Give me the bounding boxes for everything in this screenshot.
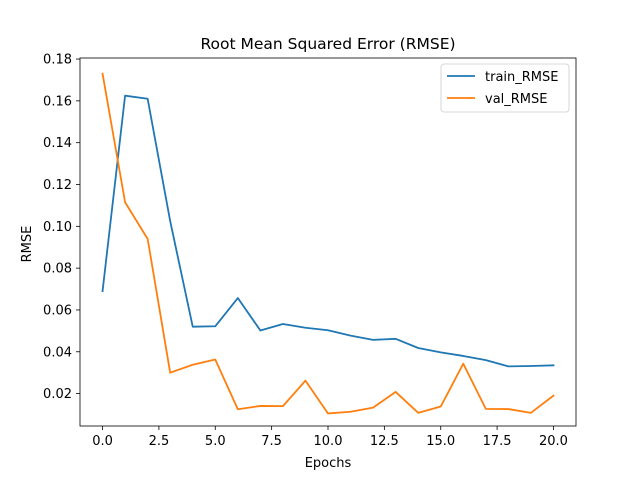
y-tick-label: 0.10 (43, 220, 72, 235)
y-axis-label: RMSE (20, 226, 35, 263)
x-tick-label: 17.5 (483, 434, 512, 449)
series-line-train-rmse (101, 94, 555, 368)
y-tick-label: 0.04 (43, 345, 72, 360)
series-lines (101, 72, 555, 415)
y-tick-label: 0.12 (43, 178, 72, 193)
legend: train_RMSE val_RMSE (440, 63, 570, 113)
x-tick-label: 10.0 (314, 434, 343, 449)
x-tick-label: 15.0 (426, 434, 455, 449)
chart-title: Root Mean Squared Error (RMSE) (200, 35, 455, 53)
y-axis-ticks: 0.02 0.04 0.06 0.08 0.10 0.12 0.14 0.16 0.18 (43, 53, 80, 402)
x-tick-label: 12.5 (370, 434, 399, 449)
legend-label-train-rmse: train_RMSE (485, 70, 558, 85)
x-tick-label: 2.5 (149, 434, 170, 449)
y-tick-label: 0.18 (43, 53, 72, 68)
y-tick-label: 0.08 (43, 262, 72, 277)
legend-label-val-rmse: val_RMSE (485, 92, 548, 107)
y-tick-label: 0.02 (43, 387, 72, 402)
y-tick-label: 0.16 (43, 94, 72, 109)
y-tick-label: 0.06 (43, 303, 72, 318)
x-tick-label: 0.0 (92, 434, 113, 449)
x-tick-label: 5.0 (205, 434, 226, 449)
plot-area-frame (79, 57, 577, 427)
series-line-val-rmse (101, 72, 555, 415)
x-axis-ticks: 0.0 2.5 5.0 7.5 10.0 12.5 15.0 17.5 20.0 (92, 426, 568, 449)
x-axis-label: Epochs (305, 456, 352, 471)
y-tick-label: 0.14 (43, 136, 72, 151)
x-tick-label: 7.5 (261, 434, 282, 449)
x-tick-label: 20.0 (539, 434, 568, 449)
